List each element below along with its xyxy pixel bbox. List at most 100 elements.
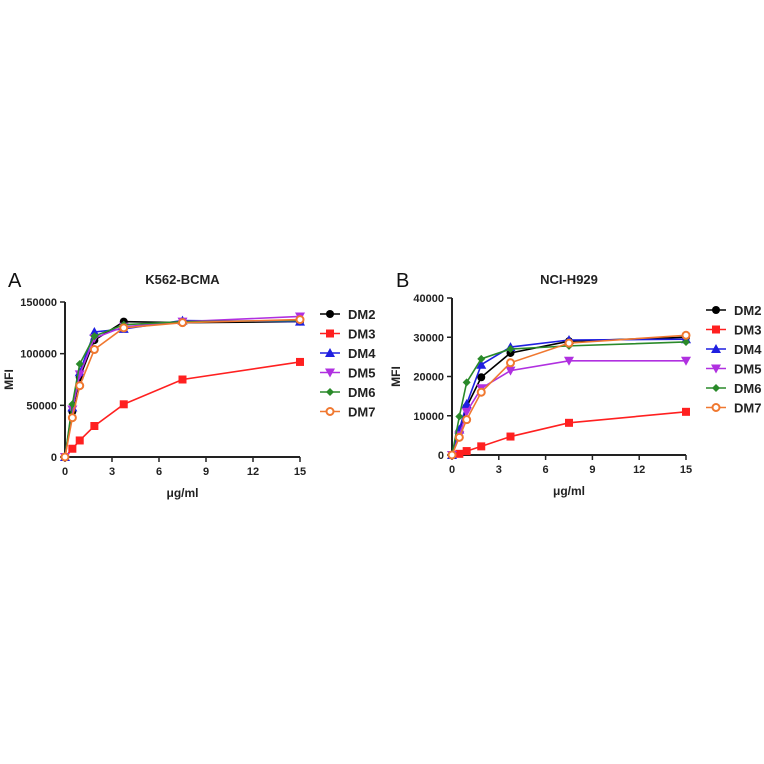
x-tick-label: 3: [496, 464, 502, 476]
y-tick-label: 10000: [413, 411, 444, 423]
data-point-DM3: [455, 449, 464, 458]
chart-A: A K562-BCMA μg/ml MFI 0 3 6 9 12 15 0 50000 100000 15…: [2, 270, 376, 500]
legend-label: DM4: [734, 342, 762, 357]
y-axis-label: MFI: [2, 369, 16, 390]
legend-marker: [325, 407, 335, 416]
data-point-DM3: [119, 400, 128, 409]
data-point-DM7: [447, 450, 457, 460]
x-tick-label: 0: [449, 464, 455, 476]
legend-marker: [325, 368, 335, 378]
series-line-DM2: [451, 336, 687, 456]
data-point-DM3: [90, 422, 99, 430]
legend-label: DM3: [348, 327, 375, 342]
data-point-DM7: [681, 330, 691, 340]
legend-item-DM5: DM5: [320, 366, 375, 381]
x-axis-label: μg/ml: [166, 486, 198, 500]
x-tick-label: 15: [680, 464, 692, 476]
data-point-DM3: [75, 436, 84, 445]
legend-item-DM4: DM4: [320, 346, 376, 361]
legend-label: DM6: [734, 381, 761, 396]
x-tick-label: 9: [203, 466, 209, 478]
legend-item-DM5: DM5: [706, 362, 761, 377]
data-point-DM5: [681, 356, 691, 366]
legend-marker: [326, 388, 334, 396]
chart-title: K562-BCMA: [145, 272, 220, 287]
legend-label: DM6: [348, 385, 375, 400]
data-point-DM6: [682, 337, 690, 346]
x-tick-label: 0: [62, 466, 68, 478]
x-tick-label: 6: [543, 464, 549, 476]
data-point-DM2: [477, 373, 486, 382]
legend-label: DM7: [734, 401, 761, 416]
x-tick-label: 3: [109, 466, 115, 478]
legend-marker: [712, 325, 720, 334]
data-point-DM3: [477, 442, 486, 451]
x-tick-label: 15: [294, 466, 306, 478]
series-DM2: [448, 333, 690, 459]
series-line-DM2: [64, 320, 301, 458]
data-point-DM5: [505, 366, 516, 376]
data-point-DM5: [461, 407, 472, 417]
data-point-DM7: [506, 358, 515, 368]
series-line-DM6: [64, 319, 301, 458]
legend-label: DM2: [734, 303, 761, 318]
legend-item-DM2: DM2: [320, 307, 375, 322]
data-point-DM4: [89, 326, 100, 336]
legend-item-DM4: DM4: [706, 342, 762, 357]
y-tick-label: 0: [51, 452, 57, 464]
data-point-DM3: [682, 407, 690, 416]
data-point-DM7: [75, 381, 85, 391]
series-line-DM7: [64, 318, 301, 458]
data-point-DM3: [462, 447, 471, 456]
legend-item-DM6: DM6: [706, 381, 761, 396]
legend-item-DM6: DM6: [320, 385, 375, 400]
data-point-DM7: [564, 338, 574, 348]
x-tick-label: 9: [589, 464, 595, 476]
y-tick-label: 20000: [413, 372, 444, 384]
data-point-DM7: [178, 318, 187, 328]
data-point-DM7: [476, 387, 486, 397]
data-point-DM4: [476, 359, 487, 369]
chart-title: NCI-H929: [540, 272, 598, 287]
panel-label: A: [8, 270, 22, 292]
legend-label: DM5: [348, 366, 375, 381]
legend-marker: [711, 403, 721, 412]
data-point-DM7: [295, 315, 305, 325]
legend-item-DM3: DM3: [320, 327, 375, 342]
legend-marker: [712, 384, 720, 392]
legend-item-DM3: DM3: [706, 323, 761, 338]
series-line-DM3: [451, 411, 687, 456]
x-tick-label: 12: [633, 464, 645, 476]
series-line-DM7: [451, 334, 687, 456]
series-DM6: [448, 337, 690, 459]
y-tick-label: 100000: [20, 349, 57, 361]
x-tick-label: 12: [247, 466, 259, 478]
x-tick-label: 6: [156, 466, 162, 478]
data-point-DM3: [296, 357, 304, 366]
data-point-DM6: [75, 360, 84, 368]
data-point-DM7: [89, 345, 99, 355]
x-axis-label: μg/ml: [553, 484, 585, 498]
series-DM4: [447, 334, 691, 459]
y-tick-label: 150000: [20, 297, 57, 309]
data-point-DM6: [90, 332, 99, 341]
legend-label: DM5: [734, 362, 761, 377]
legend-marker: [326, 310, 334, 318]
data-point-DM7: [462, 415, 472, 425]
series-DM7: [447, 330, 691, 460]
series-line-DM5: [64, 315, 301, 458]
legend-item-DM2: DM2: [706, 303, 761, 318]
legend-label: DM7: [348, 405, 375, 420]
data-point-DM5: [564, 356, 574, 366]
panel-label: B: [396, 270, 409, 292]
data-point-DM3: [178, 375, 187, 384]
y-axis-label: MFI: [389, 366, 403, 387]
data-point-DM6: [506, 345, 515, 354]
legend-marker: [711, 344, 721, 353]
y-tick-label: 30000: [413, 332, 444, 344]
legend-item-DM7: DM7: [706, 401, 761, 416]
legend-marker: [712, 306, 720, 314]
y-tick-label: 0: [438, 450, 444, 462]
